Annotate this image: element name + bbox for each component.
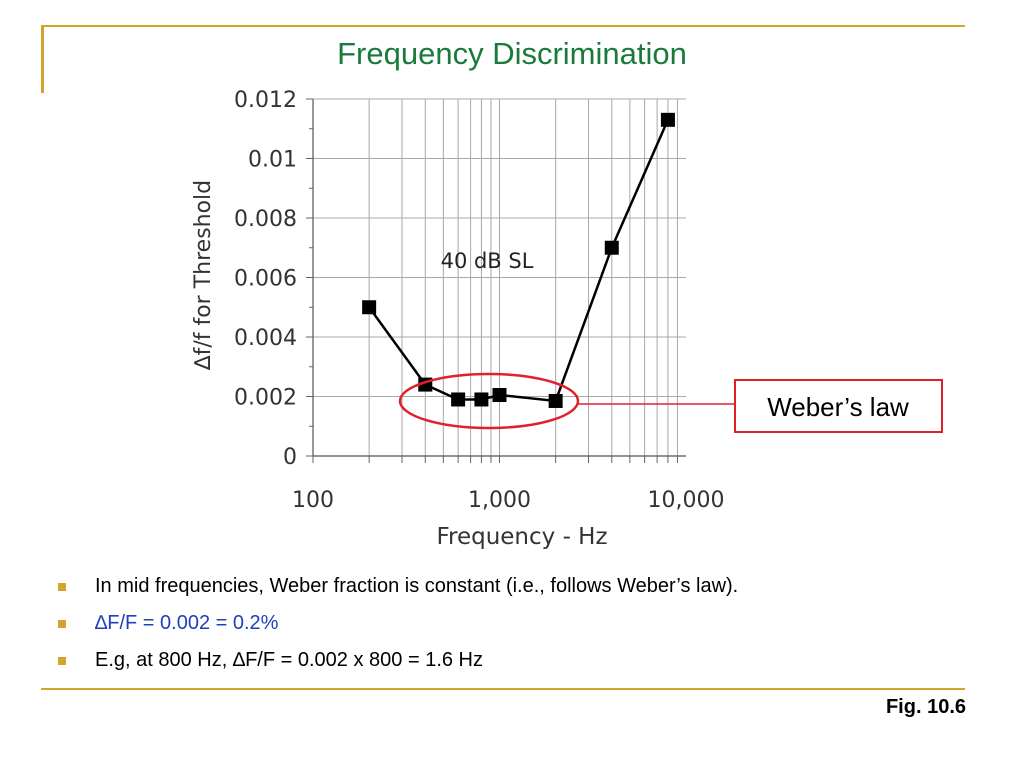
- data-point: [474, 392, 489, 407]
- chart-annotation: 40 dB SL: [441, 249, 534, 273]
- bullet-square-icon: [58, 657, 66, 665]
- x-axis-label: Frequency - Hz: [436, 524, 607, 550]
- chart-ticks: 0 0.002 0.004 0.006 0.008 0.01 0.012 100 1,000 10…: [234, 88, 724, 513]
- bullet-text-3: E.g, at 800 Hz, ∆F/F = 0.002 x 800 = 1.6…: [95, 649, 483, 671]
- y-tick-label: 0: [283, 445, 297, 470]
- x-tick-label: 1,000: [468, 488, 531, 513]
- footer-divider: [41, 688, 965, 690]
- x-tick-label: 100: [292, 488, 334, 513]
- y-tick-label: 0.012: [234, 88, 297, 113]
- data-point: [548, 393, 563, 408]
- bullet-text-2: ∆F/F = 0.002 = 0.2%: [95, 612, 279, 634]
- bullet-text-1: In mid frequencies, Weber fraction is co…: [95, 575, 739, 597]
- y-tick-label: 0.006: [234, 267, 297, 292]
- frame-accent-vertical: [41, 25, 44, 93]
- bullet-square-icon: [58, 620, 66, 628]
- data-point: [604, 240, 619, 255]
- y-tick-label: 0.01: [248, 148, 297, 173]
- chart-grid: [306, 98, 686, 463]
- x-tick-label: 10,000: [648, 488, 725, 513]
- chart-axes: [312, 98, 686, 457]
- bullet-item-3: E.g, at 800 Hz, ∆F/F = 0.002 x 800 = 1.6…: [58, 642, 738, 679]
- y-tick-label: 0.008: [234, 207, 297, 232]
- slide-title: Frequency Discrimination: [337, 36, 687, 71]
- data-point: [492, 388, 507, 403]
- y-tick-label: 0.002: [234, 386, 297, 411]
- figure-label: Fig. 10.6: [885, 696, 966, 718]
- data-point: [362, 300, 377, 315]
- chart-series: [362, 112, 675, 408]
- y-axis-label: ∆f/f for Threshold: [191, 180, 216, 371]
- bullet-item-2: ∆F/F = 0.002 = 0.2%: [58, 605, 738, 642]
- weber-highlight-ellipse: [398, 372, 580, 430]
- data-point: [451, 392, 466, 407]
- data-point: [660, 112, 675, 127]
- frequency-chart: 0 0.002 0.004 0.006 0.008 0.01 0.012 100 1,000 10…: [191, 88, 943, 550]
- callout-label: Weber’s law: [767, 392, 909, 422]
- bullet-list: In mid frequencies, Weber fraction is co…: [58, 568, 738, 679]
- bullet-square-icon: [58, 583, 66, 591]
- bullet-item-1: In mid frequencies, Weber fraction is co…: [58, 568, 738, 605]
- callout-box: [734, 379, 943, 433]
- y-tick-label: 0.004: [234, 326, 297, 351]
- frame-accent-horizontal: [41, 25, 965, 27]
